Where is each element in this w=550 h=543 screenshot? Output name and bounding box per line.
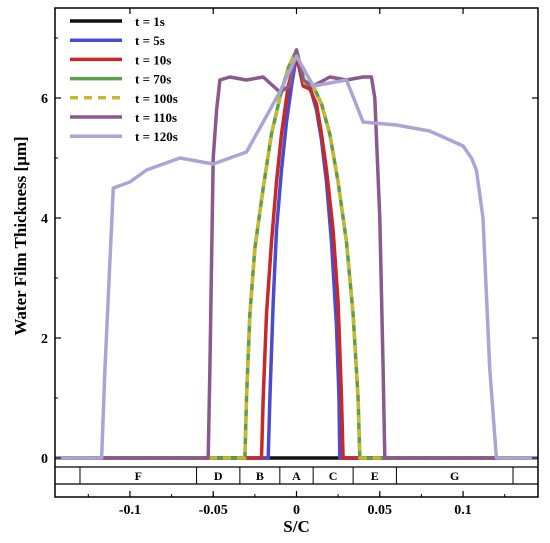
y-axis-title: Water Film Thickness [μm] (11, 136, 30, 335)
y-tick-label: 6 (41, 92, 48, 107)
zone-label: C (329, 469, 338, 483)
series-line (55, 48, 538, 460)
zone-label: G (450, 469, 459, 483)
legend: t = 1s t = 5s t = 10s t = 70s t = 100s t = 11… (70, 14, 178, 144)
series-line (55, 48, 538, 460)
legend-label: t = 100s (135, 91, 178, 106)
series-line (55, 54, 538, 460)
x-tick-label: 0 (293, 503, 300, 518)
legend-label: t = 10s (135, 52, 171, 67)
zone-label: D (214, 469, 223, 483)
legend-label: t = 1s (135, 14, 165, 29)
x-tick-label: 0.1 (454, 503, 472, 518)
x-tick-label: -0.05 (199, 503, 228, 518)
series-line (55, 48, 538, 460)
zone-label: B (256, 469, 264, 483)
zone-label: A (292, 469, 301, 483)
zone-label: F (135, 469, 142, 483)
legend-label: t = 70s (135, 72, 171, 87)
legend-label: t = 5s (135, 33, 165, 48)
x-tick-label: -0.1 (119, 503, 141, 518)
x-tick-label: 0.05 (368, 503, 393, 518)
axes: -0.1 -0.05 0 0.05 0.1 0 2 4 6 (41, 8, 538, 518)
series-line (55, 54, 538, 460)
y-tick-label: 0 (41, 452, 48, 467)
series-line (55, 54, 538, 460)
zone-label: E (371, 469, 379, 483)
y-tick-label: 4 (41, 212, 48, 227)
y-tick-label: 2 (41, 332, 48, 347)
series-layer (55, 48, 538, 460)
plot-frame (54, 7, 539, 498)
legend-label: t = 110s (135, 110, 177, 125)
x-axis-title: S/C (283, 517, 309, 536)
legend-label: t = 120s (135, 129, 178, 144)
